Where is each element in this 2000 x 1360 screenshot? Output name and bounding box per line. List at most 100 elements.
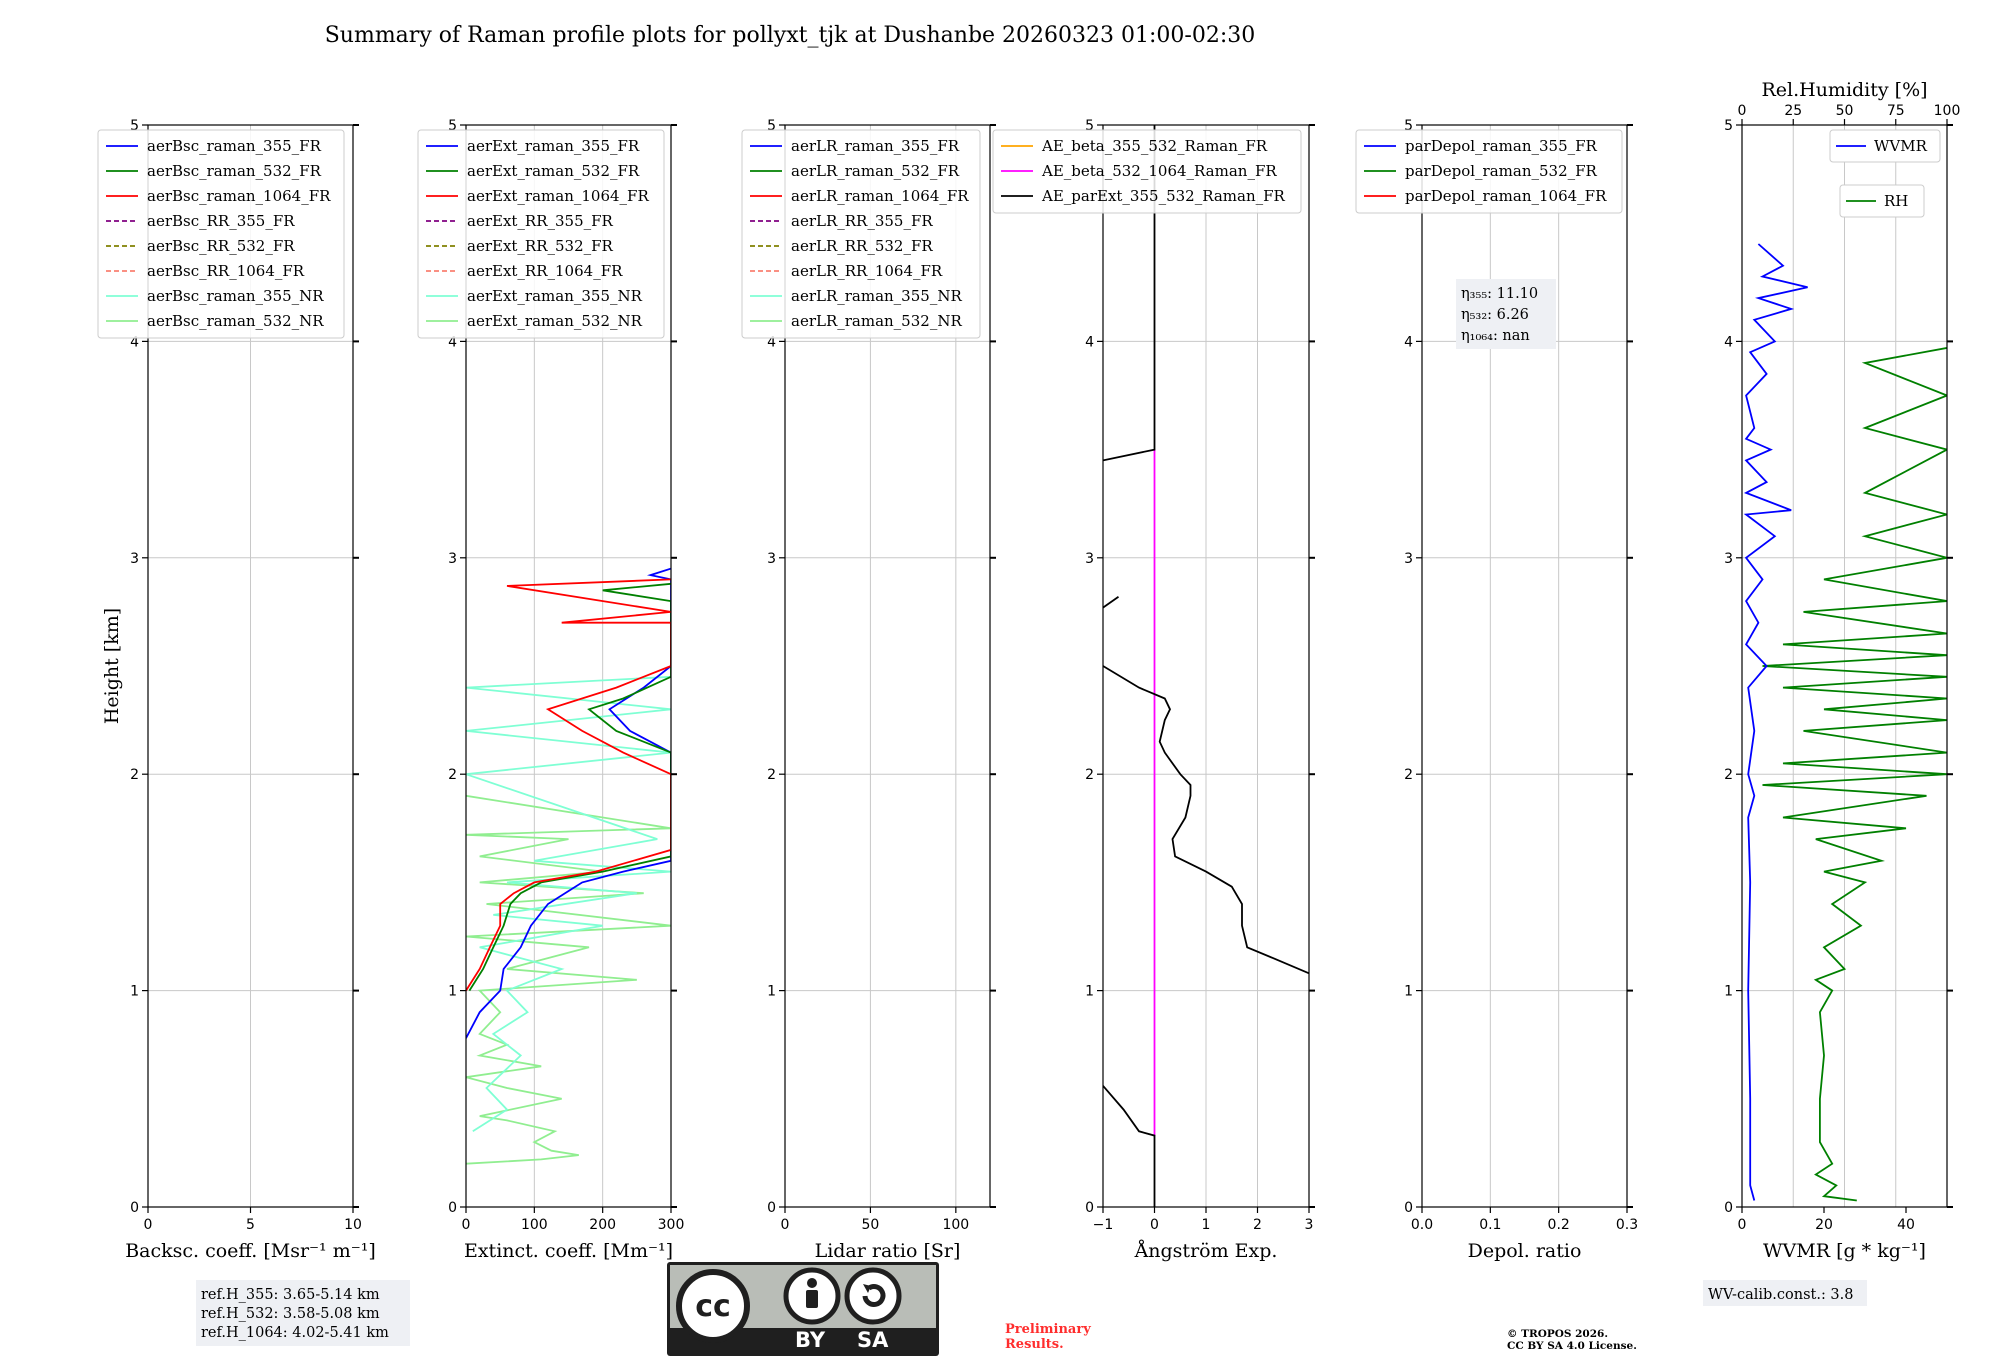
x-tick-label: 0	[1150, 1217, 1159, 1233]
share-alike-icon	[844, 1267, 902, 1325]
x-axis-label: WVMR [g * kg⁻¹]	[1763, 1240, 1926, 1262]
legend-label: aerLR_raman_355_NR	[791, 287, 962, 305]
panel-wv-series	[1743, 243, 1947, 1202]
legend-label: aerLR_raman_532_NR	[791, 312, 962, 330]
panel-depol: 0 1 2 3 4 5 0.0 0.1 0.2 0.3 Depol. ratio parDepol_r…	[1355, 118, 1638, 1262]
legend-label: parDepol_raman_532_FR	[1405, 162, 1598, 180]
legend-label: aerExt_raman_355_FR	[467, 137, 640, 155]
legend-label: aerLR_RR_532_FR	[791, 237, 933, 255]
y-tick-label: 1	[130, 984, 139, 1000]
top-x-tick-label: 75	[1887, 103, 1905, 119]
copyright-note: © TROPOS 2026. CC BY SA 4.0 License.	[1507, 1328, 1637, 1352]
x-axis-label: Lidar ratio [Sr]	[815, 1240, 961, 1262]
y-tick-label: 4	[767, 334, 776, 350]
legend-label: aerBsc_RR_532_FR	[147, 237, 295, 255]
series-line-AE_parExt_355_532_Raman_FR	[1103, 1085, 1156, 1207]
legend-label: aerBsc_raman_532_FR	[147, 162, 322, 180]
legend-label: aerLR_raman_355_FR	[791, 137, 960, 155]
series-line-WVMR	[1743, 243, 1808, 1201]
panel-ext-legend: aerExt_raman_355_FR aerExt_raman_532_FRae…	[417, 129, 665, 339]
legend-label: aerBsc_RR_355_FR	[147, 212, 295, 230]
series-line-AE_parExt_355_532_Raman_FR	[1103, 125, 1156, 462]
x-tick-label: 50	[862, 1217, 880, 1233]
panel-depol-legend: parDepol_raman_355_FR parDepol_raman_532_…	[1355, 129, 1623, 214]
wv-calib-annotation: WV-calib.const.: 3.8	[1703, 1280, 1867, 1306]
legend-frame	[97, 129, 345, 339]
panel-ext: 0 1 2 3 4 5 0 100 200 300 Extinct. coeff. [Mm⁻¹] ae…	[417, 118, 684, 1262]
figure-title: Summary of Raman profile plots for polly…	[325, 23, 1256, 48]
legend-label: aerLR_RR_355_FR	[791, 212, 933, 230]
legend-label: aerExt_raman_532_FR	[467, 162, 640, 180]
series-line-aerExt_raman_532_NR	[466, 794, 671, 1165]
svg-text:cc: cc	[695, 1289, 731, 1324]
y-axis-label: Height [km]	[101, 608, 123, 724]
y-tick-label: 3	[767, 551, 776, 567]
y-tick-label: 5	[1404, 118, 1413, 134]
eta-value: η₅₃₂: 6.26	[1461, 307, 1529, 323]
y-tick-label: 1	[448, 984, 457, 1000]
legend-label: aerBsc_raman_355_NR	[147, 287, 324, 305]
panel-ext-frame	[465, 124, 672, 1208]
y-tick-label: 3	[1085, 551, 1094, 567]
panel-depol-frame	[1421, 124, 1628, 1208]
legend-label: aerExt_raman_532_NR	[467, 312, 643, 330]
y-tick-label: 1	[767, 984, 776, 1000]
x-tick-label: 2	[1253, 1217, 1262, 1233]
legend-label: RH	[1884, 192, 1908, 210]
y-tick-label: 1	[1085, 984, 1094, 1000]
legend-frame	[992, 129, 1302, 214]
y-tick-label: 4	[1724, 334, 1733, 350]
legend-frame	[1829, 129, 1941, 163]
y-tick-label: 4	[1085, 334, 1094, 350]
panel-lr-legend: aerLR_raman_355_FR aerLR_raman_532_FR aerL…	[741, 129, 981, 339]
y-tick-label: 3	[1724, 551, 1733, 567]
legend-label: aerLR_raman_1064_FR	[791, 187, 969, 205]
series-line-aerExt_raman_1064_FR	[466, 578, 671, 992]
legend-label: AE_parExt_355_532_Raman_FR	[1041, 187, 1286, 205]
ref-height-355: ref.H_355: 3.65-5.14 km	[201, 1287, 380, 1303]
y-tick-label: 3	[448, 551, 457, 567]
series-line-RH	[1762, 347, 1947, 1202]
legend-label: aerExt_RR_1064_FR	[467, 262, 623, 280]
y-tick-label: 0	[767, 1200, 776, 1216]
legend-label: AE_beta_532_1064_Raman_FR	[1041, 162, 1277, 180]
y-tick-label: 2	[448, 767, 457, 783]
x-tick-label: 0	[462, 1217, 471, 1233]
panel-ext-series	[466, 567, 671, 1165]
series-line-aerExt_raman_532_FR	[468, 582, 671, 992]
series-line-aerExt_raman_355_NR	[466, 675, 671, 1133]
top-x-tick-label: 25	[1784, 103, 1802, 119]
y-tick-label: 5	[130, 118, 139, 134]
legend-label: aerBsc_RR_1064_FR	[147, 262, 305, 280]
cc-icon	[676, 1269, 750, 1343]
y-tick-label: 3	[130, 551, 139, 567]
legend-label: parDepol_raman_1064_FR	[1405, 187, 1607, 205]
legend-label: aerBsc_raman_532_NR	[147, 312, 324, 330]
panel-ae-legend: AE_beta_355_532_Raman_FR AE_beta_532_1064…	[992, 129, 1302, 214]
legend-label: aerLR_raman_532_FR	[791, 162, 960, 180]
x-tick-label: 0	[1738, 1217, 1747, 1233]
copyright-line-1: © TROPOS 2026.	[1507, 1328, 1609, 1340]
x-tick-label: −1	[1093, 1217, 1114, 1233]
depol-eta-annotation: η₃₅₅: 11.10 η₅₃₂: 6.26 η₁₀₆₄: nan	[1456, 279, 1556, 349]
series-line-aerExt_raman_355_FR	[466, 567, 671, 1039]
legend-label: aerBsc_raman_1064_FR	[147, 187, 331, 205]
x-tick-label: 0.2	[1548, 1217, 1570, 1233]
preliminary-line-2: Results.	[1005, 1337, 1064, 1352]
y-tick-label: 5	[1724, 118, 1733, 134]
x-tick-label: 0.0	[1411, 1217, 1433, 1233]
x-axis-label: Backsc. coeff. [Msr⁻¹ m⁻¹]	[125, 1240, 376, 1262]
license-by-label: BY	[795, 1328, 826, 1352]
x-tick-label: 200	[589, 1217, 616, 1233]
panel-bsc-legend: aerBsc_raman_355_FR aerBsc_raman_532_FRae…	[97, 129, 345, 339]
preliminary-results-note: Preliminary Results.	[1005, 1322, 1091, 1352]
y-tick-label: 1	[1724, 984, 1733, 1000]
wv-calib-constant: WV-calib.const.: 3.8	[1708, 1287, 1854, 1303]
legend-label: WVMR	[1874, 137, 1928, 155]
x-tick-label: 0	[144, 1217, 153, 1233]
x-tick-label: 40	[1897, 1217, 1915, 1233]
x-tick-label: 10	[344, 1217, 362, 1233]
y-tick-label: 4	[1404, 334, 1413, 350]
